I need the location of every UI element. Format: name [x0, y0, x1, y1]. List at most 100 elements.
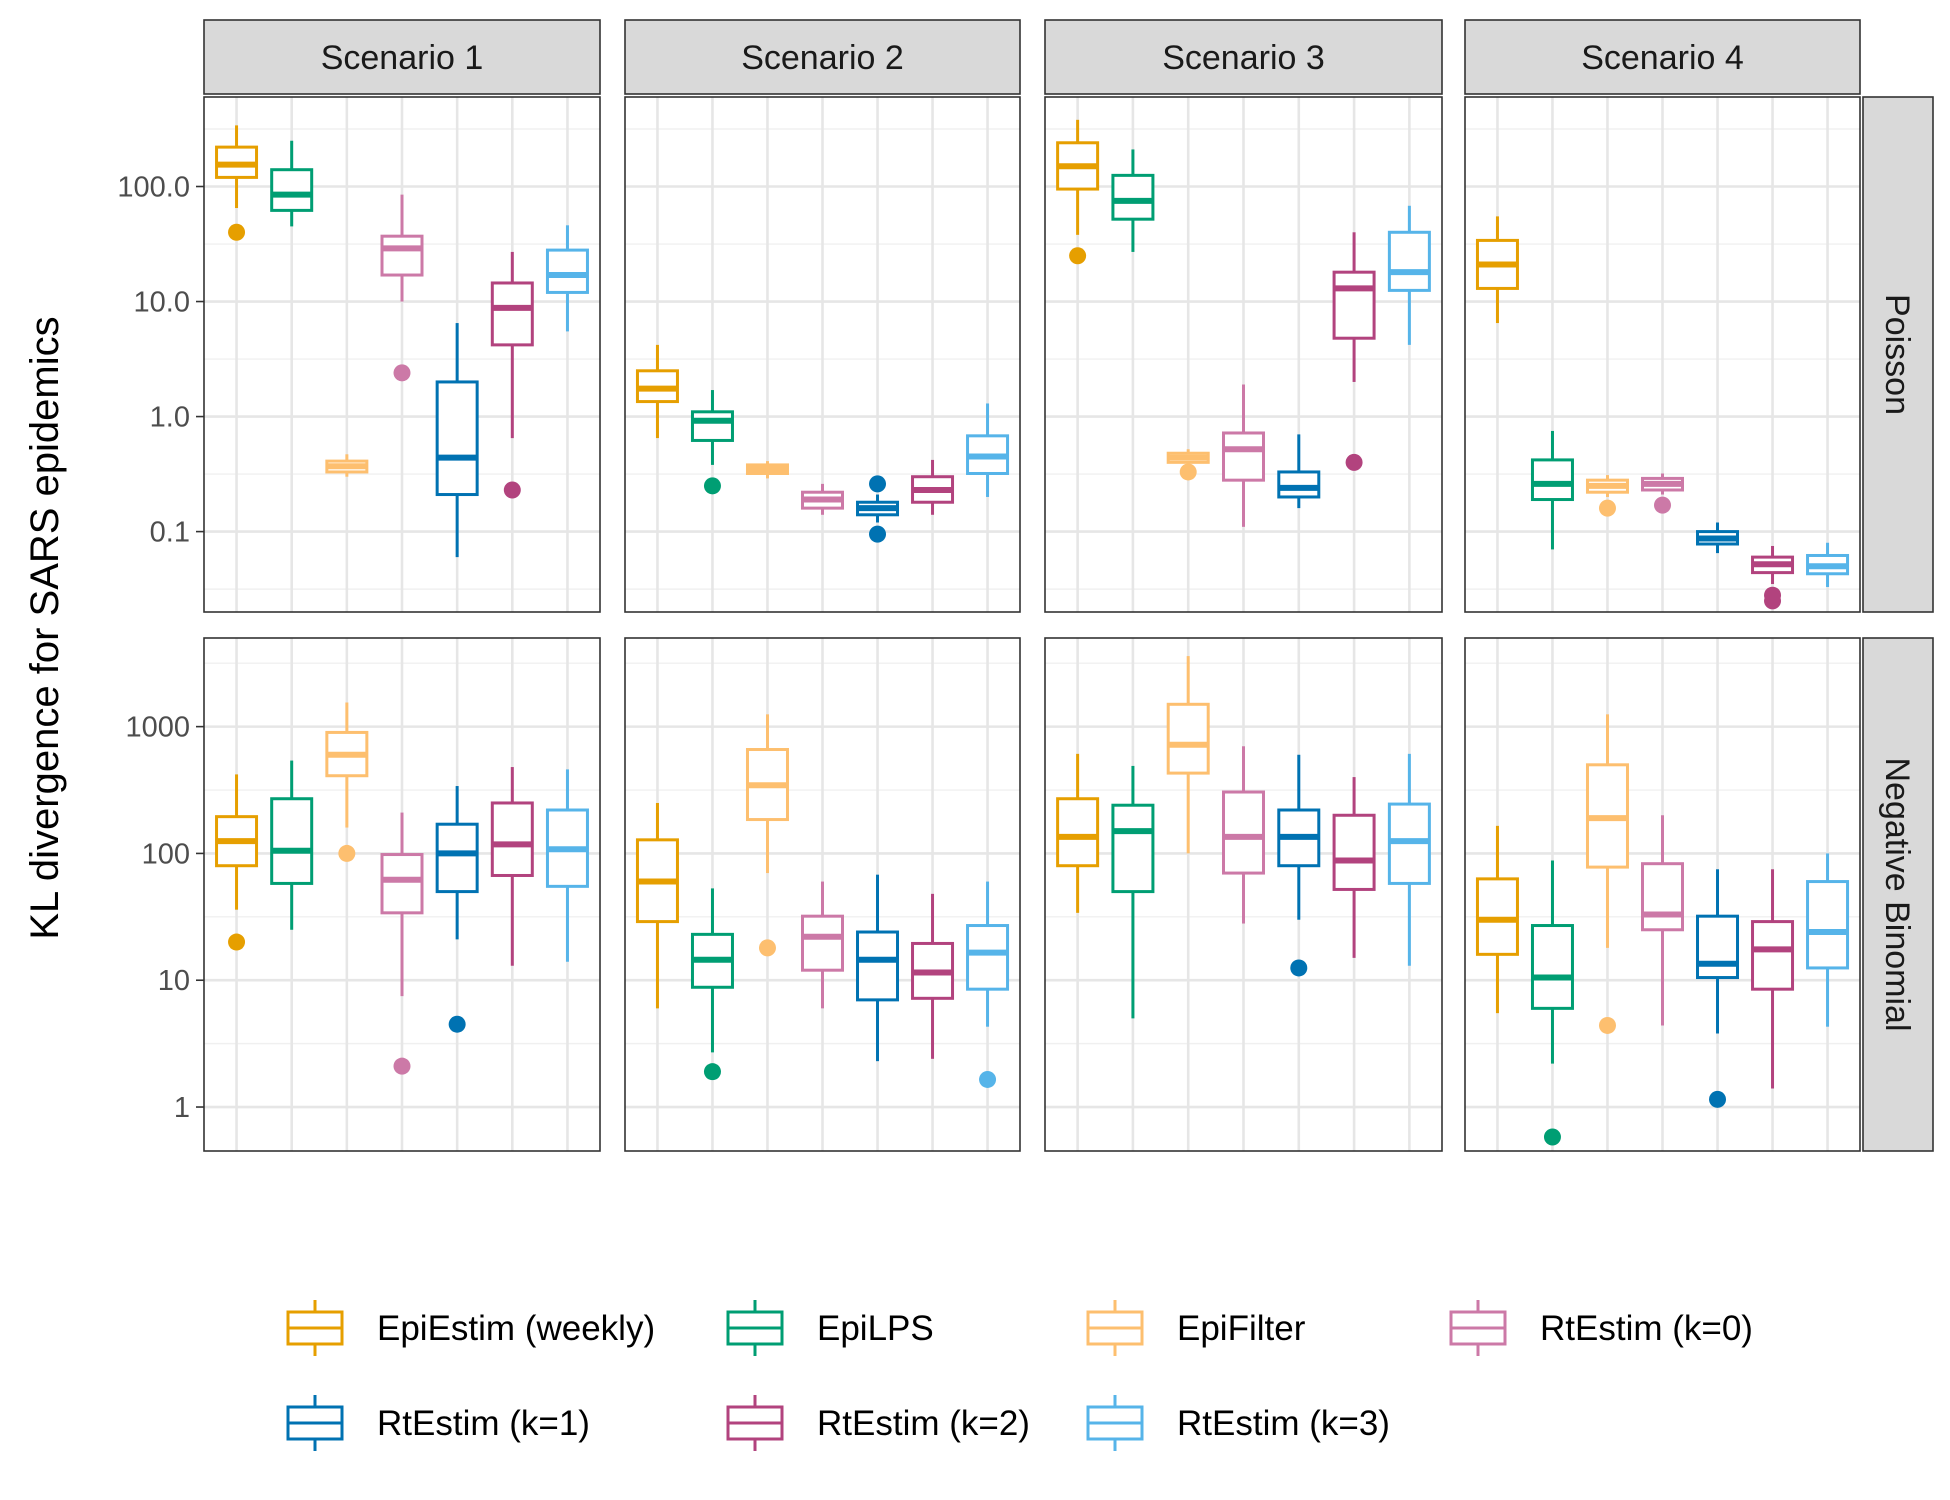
facet-strip-column-label: Scenario 3 — [1162, 39, 1325, 77]
legend-item: RtEstim (k=0) — [1449, 1300, 1753, 1356]
boxplot — [1641, 473, 1684, 514]
facet-strip-column — [1464, 19, 1861, 95]
outlier-point — [1598, 1016, 1616, 1034]
outlier-point — [1290, 959, 1308, 977]
boxplot — [1641, 815, 1684, 1026]
boxplot — [1475, 216, 1519, 324]
legend-item: EpiEstim (weekly) — [286, 1300, 655, 1356]
facet-strip-column — [624, 19, 1021, 95]
boxplot — [1751, 869, 1795, 1089]
boxplot — [801, 881, 844, 1009]
box-iqr — [1806, 880, 1850, 970]
facet-strip-column-label: Scenario 1 — [321, 39, 484, 77]
boxplot — [1585, 714, 1629, 1034]
outlier-point — [228, 933, 246, 951]
panels-layer: Scenario 1 Scenario 2 Scenario 3 Scenario 4… — [117, 19, 1934, 1152]
legend-label: EpiLPS — [817, 1309, 934, 1348]
legend-item: EpiLPS — [726, 1300, 934, 1356]
box-iqr — [1222, 431, 1265, 482]
legend-label: RtEstim (k=3) — [1177, 1404, 1390, 1443]
boxplot — [1277, 434, 1321, 509]
boxplot — [380, 194, 424, 382]
box-iqr — [490, 281, 534, 347]
boxplot — [745, 714, 789, 957]
outlier-point — [448, 1015, 466, 1033]
outlier-point — [1709, 1090, 1727, 1108]
boxplot — [966, 881, 1010, 1088]
boxplot — [635, 344, 679, 439]
y-axis-title: KL divergence for SARS epidemics — [23, 316, 67, 939]
legend-label: RtEstim (k=1) — [377, 1404, 590, 1443]
facet-strip-row-label: Negative Binomial — [1878, 757, 1916, 1031]
box-iqr — [1641, 862, 1684, 932]
boxplot — [1222, 384, 1265, 527]
facet-panel — [203, 637, 601, 1152]
legend-item: RtEstim (k=1) — [286, 1395, 590, 1451]
boxplot — [1277, 754, 1321, 977]
boxplot — [1111, 149, 1155, 252]
boxplot — [1056, 119, 1100, 265]
box-iqr — [1475, 877, 1519, 956]
boxplot — [1530, 860, 1574, 1146]
box-iqr — [1277, 470, 1321, 499]
facet-panel — [624, 96, 1021, 613]
outlier-point — [869, 475, 887, 493]
outlier-point — [338, 844, 356, 862]
boxplot — [215, 774, 259, 951]
boxplot — [1332, 232, 1376, 471]
facet-strip-column-label: Scenario 4 — [1581, 39, 1744, 77]
boxplot — [1166, 449, 1210, 481]
boxplot — [215, 125, 259, 241]
boxplot — [490, 767, 534, 966]
box-iqr — [1751, 920, 1795, 991]
box-iqr — [380, 234, 424, 277]
legend-item: RtEstim (k=3) — [1086, 1395, 1390, 1451]
outlier-point — [393, 1057, 411, 1075]
outlier-point — [703, 477, 721, 495]
outlier-point — [1598, 499, 1616, 517]
boxplot — [435, 323, 479, 558]
panel-border — [1044, 96, 1443, 613]
boxplot — [325, 454, 369, 477]
boxplot — [856, 475, 900, 543]
outlier-point — [869, 525, 887, 543]
outlier-point — [703, 1063, 721, 1081]
outlier-point — [228, 223, 246, 241]
box-iqr — [435, 380, 479, 497]
boxplot — [1806, 853, 1850, 1027]
boxplot — [545, 769, 589, 962]
legend-item: RtEstim (k=2) — [726, 1395, 1030, 1451]
boxplot — [270, 760, 314, 930]
boxplot — [1056, 753, 1100, 913]
boxplot — [1475, 825, 1519, 1014]
boxplot — [1530, 430, 1574, 550]
box-iqr — [801, 914, 844, 972]
outlier-point — [503, 481, 521, 499]
box-iqr — [1530, 458, 1574, 502]
boxplot — [635, 802, 679, 1009]
boxplot — [911, 893, 955, 1059]
outlier-point — [1654, 496, 1671, 514]
box-iqr — [380, 853, 424, 915]
boxplot — [1387, 205, 1431, 345]
y-tick-label: 100.0 — [117, 172, 190, 204]
outlier-point — [1179, 463, 1197, 481]
box-iqr — [435, 822, 479, 894]
box-iqr — [490, 801, 534, 877]
boxplot — [1751, 545, 1795, 610]
box-iqr — [966, 924, 1010, 991]
box-iqr — [1332, 813, 1376, 891]
facet-strip-column — [203, 19, 601, 95]
outlier-point — [979, 1070, 997, 1088]
y-tick-label: 10 — [158, 965, 190, 997]
facet-panel — [1044, 96, 1443, 613]
legend-label: RtEstim (k=0) — [1540, 1309, 1753, 1348]
boxplot — [270, 140, 314, 227]
box-iqr — [545, 248, 589, 294]
outlier-point — [1345, 453, 1363, 471]
legend-label: EpiEstim (weekly) — [377, 1309, 655, 1348]
facet-panel — [1044, 637, 1443, 1152]
boxplot — [435, 786, 479, 1033]
box-iqr — [1222, 790, 1265, 875]
